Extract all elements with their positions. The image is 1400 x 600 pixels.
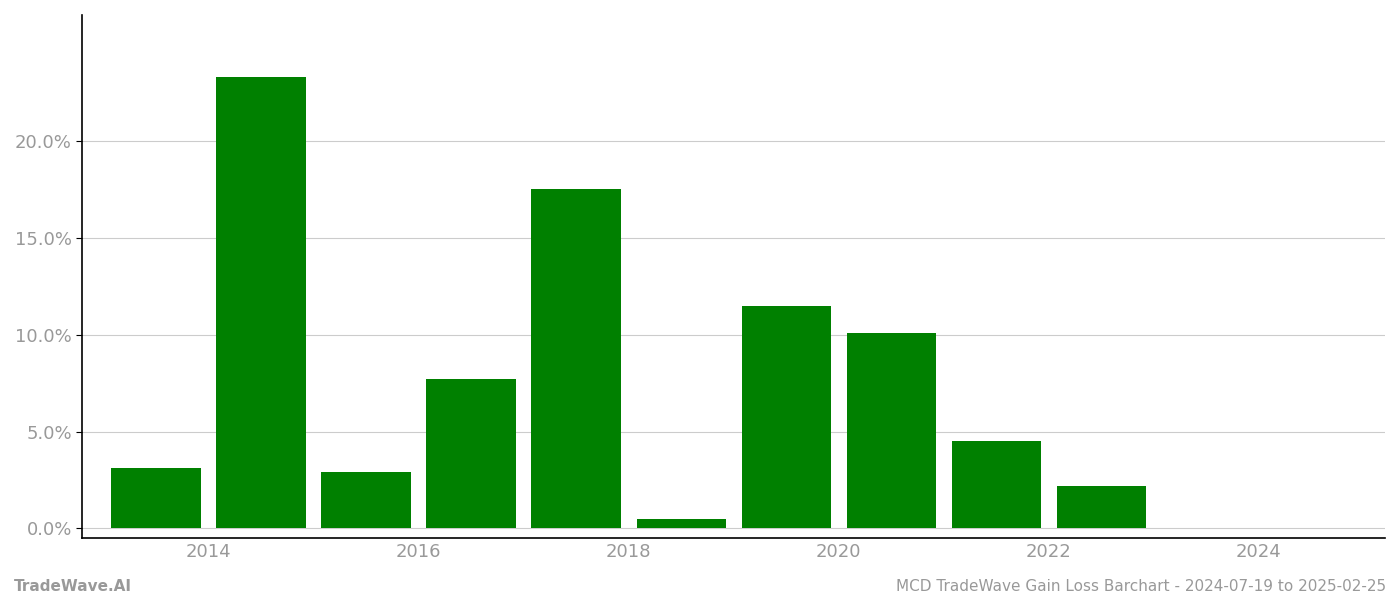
- Bar: [1057, 486, 1147, 529]
- Bar: [532, 190, 620, 529]
- Bar: [847, 333, 937, 529]
- Bar: [952, 441, 1042, 529]
- Bar: [322, 472, 410, 529]
- Text: MCD TradeWave Gain Loss Barchart - 2024-07-19 to 2025-02-25: MCD TradeWave Gain Loss Barchart - 2024-…: [896, 579, 1386, 594]
- Bar: [427, 379, 515, 529]
- Bar: [217, 77, 305, 529]
- Bar: [112, 469, 200, 529]
- Bar: [742, 305, 830, 529]
- Text: TradeWave.AI: TradeWave.AI: [14, 579, 132, 594]
- Bar: [637, 519, 725, 529]
